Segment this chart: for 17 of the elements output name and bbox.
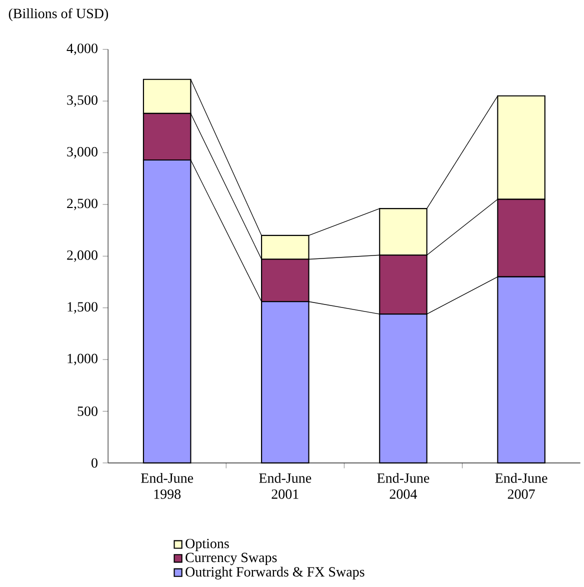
legend-label: Outright Forwards & FX Swaps xyxy=(185,566,364,580)
y-tick-label: 1,000 xyxy=(68,354,98,366)
y-tick-label: 3,500 xyxy=(67,95,98,107)
y-axis-title: (Billions of USD) xyxy=(8,8,108,22)
y-tick-label: 0 xyxy=(91,458,98,468)
x-tick-label: End-June 2007 xyxy=(495,472,548,499)
x-tick-label: End-June 2001 xyxy=(258,472,311,499)
legend-label: Options xyxy=(185,538,229,552)
x-tick-label: End-June 1998 xyxy=(140,472,193,499)
y-tick-label: 3,000 xyxy=(67,147,98,158)
y-tick-label: 4,000 xyxy=(66,44,98,56)
y-tick-label: 500 xyxy=(78,406,98,416)
y-tick-label: 2,500 xyxy=(66,198,98,210)
x-tick-label: End-June 2004 xyxy=(377,472,430,499)
legend-label: Currency Swaps xyxy=(185,552,277,566)
y-tick-label: 1,500 xyxy=(68,302,98,314)
y-tick-label: 2,000 xyxy=(66,250,98,262)
